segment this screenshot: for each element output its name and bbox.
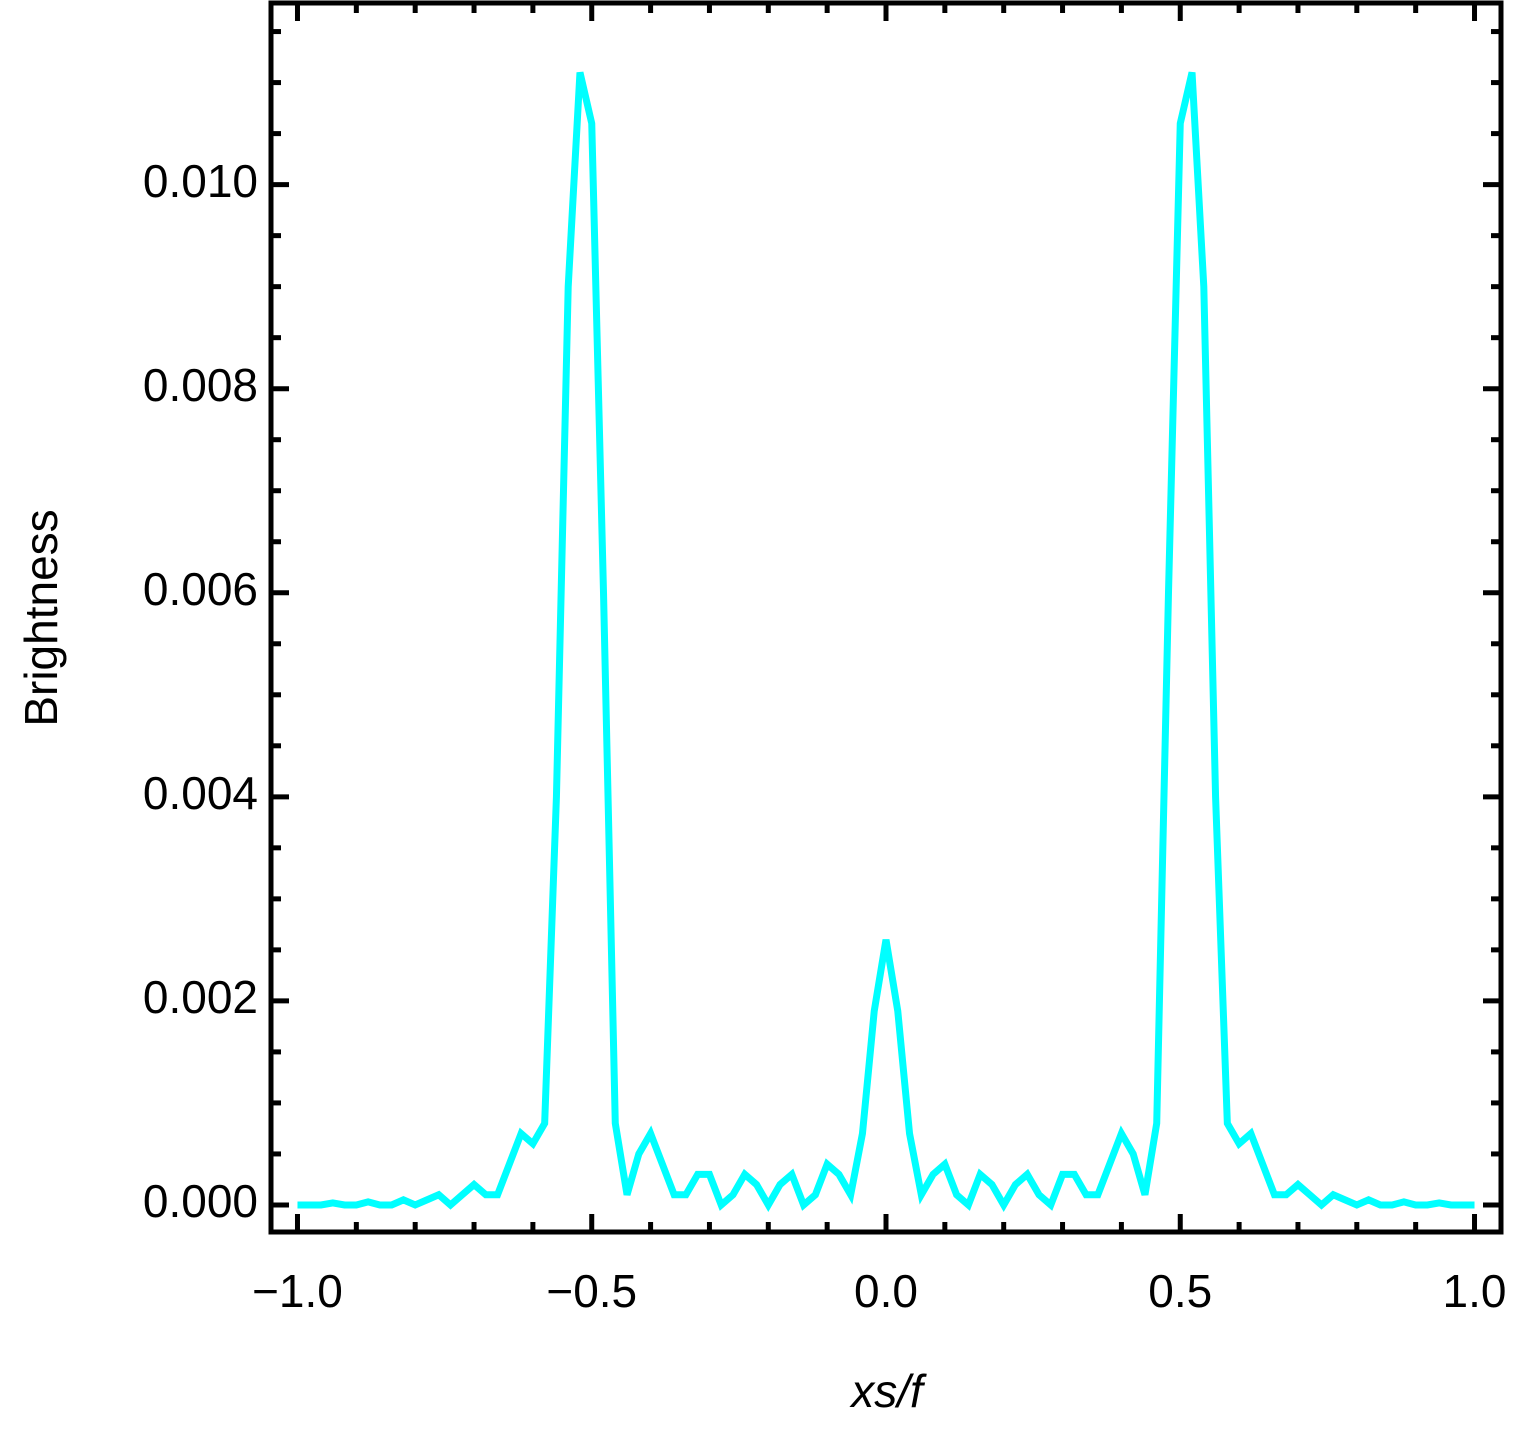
y-tick-label: 0.008 (143, 359, 258, 411)
x-tick-label: −1.0 (252, 1265, 343, 1317)
y-tick-label: 0.006 (143, 563, 258, 615)
y-tick-label: 0.000 (143, 1175, 258, 1227)
plot-frame (268, 0, 1504, 1235)
x-axis-label: xs/f (849, 1365, 927, 1417)
data-line (297, 71, 1475, 1212)
x-tick-label: 0.0 (854, 1265, 918, 1317)
y-axis-label: Brightness (15, 509, 67, 726)
x-tick-label: 1.0 (1443, 1265, 1507, 1317)
y-tick-label: 0.002 (143, 971, 258, 1023)
y-tick-label: 0.010 (143, 155, 258, 207)
x-tick-label: 0.5 (1148, 1265, 1212, 1317)
x-tick-label: −0.5 (546, 1265, 637, 1317)
y-tick-label: 0.004 (143, 767, 258, 819)
